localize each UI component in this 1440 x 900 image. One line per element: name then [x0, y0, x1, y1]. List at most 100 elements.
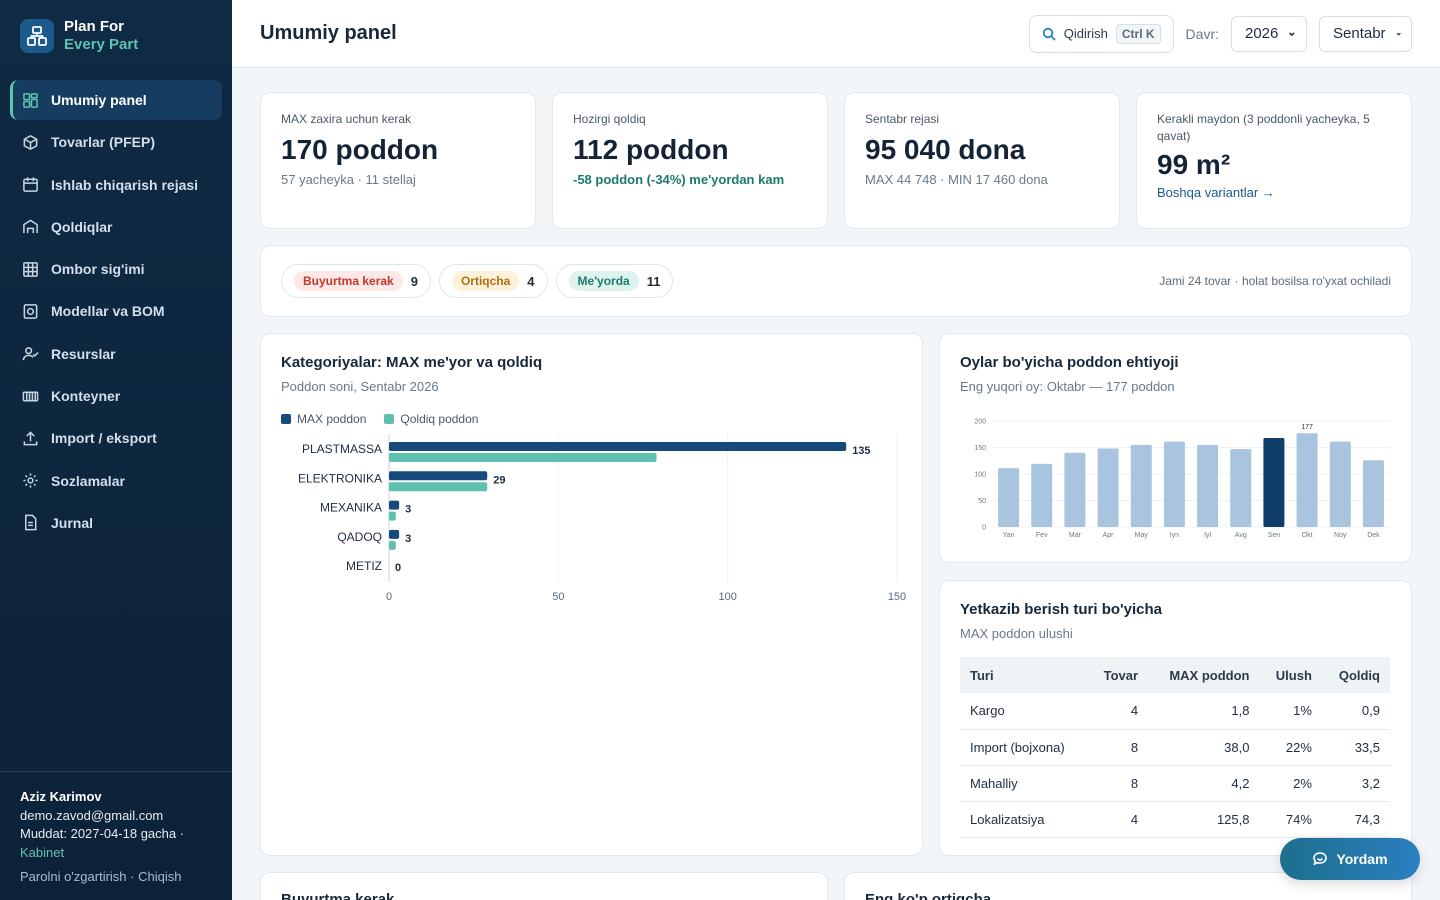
table-row[interactable]: Lokalizatsiya 4 125,8 74% 74,3 — [960, 801, 1390, 838]
status-pill-normal[interactable]: Me'yorda 11 — [555, 264, 674, 298]
column-header[interactable]: Tovar — [1087, 657, 1149, 693]
table-row[interactable]: Import (bojxona) 8 38,0 22% 33,5 — [960, 729, 1390, 766]
sidebar-item-ombor-sigimi[interactable]: Ombor sig'imi — [10, 249, 222, 289]
sidebar: Plan For Every Part Umumiy panel Tovarla… — [0, 0, 232, 900]
chat-icon — [1313, 852, 1328, 866]
column-header[interactable]: MAX poddon — [1148, 657, 1260, 693]
stat-sub: -58 poddon (-34%) me'yordan kam — [573, 172, 785, 187]
stat-label: Sentabr rejasi — [865, 112, 940, 126]
stat-card-plan[interactable]: Sentabr rejasi 95 040 dona MAX 44 748 · … — [844, 92, 1120, 229]
legend-item-max: MAX poddon — [281, 412, 366, 426]
search-shortcut: Ctrl K — [1115, 23, 1161, 44]
stat-card-current[interactable]: Hozirgi qoldiq 112 poddon -58 poddon (-3… — [552, 92, 828, 229]
delivery-table: Turi Tovar MAX poddon Ulush Qoldiq Kargo… — [960, 657, 1390, 838]
table-subtitle: MAX poddon ulushi — [960, 626, 1073, 641]
dashboard-icon — [23, 92, 38, 108]
logout-link[interactable]: Chiqish — [138, 869, 182, 884]
stat-label: MAX zaxira uchun kerak — [281, 112, 412, 126]
table-cell: 1% — [1259, 693, 1322, 730]
table-cell: Kargo — [960, 693, 1088, 730]
table-cell: 4 — [1087, 801, 1149, 838]
sidebar-item-import-eksport[interactable]: Import / eksport — [10, 418, 222, 458]
month-bar — [1263, 437, 1285, 527]
delivery-table-card: Yetkazib berish turi bo'yicha MAX poddon… — [939, 580, 1412, 856]
brand-name: Plan For Every Part — [64, 18, 138, 54]
y-tick-label: 100 — [974, 472, 986, 479]
sidebar-item-label: Tovarlar (PFEP) — [51, 134, 155, 151]
status-filter-bar: Buyurtma kerak 9 Ortiqcha 4 Me'yorda 11 … — [260, 245, 1412, 317]
upload-icon — [23, 431, 38, 446]
help-label: Yordam — [1336, 851, 1388, 867]
table-row[interactable]: Kargo 4 1,8 1% 0,9 — [960, 693, 1390, 730]
cabinet-link[interactable]: Kabinet — [20, 844, 65, 860]
period-label: Davr: — [1185, 25, 1219, 42]
month-bar — [1031, 463, 1053, 527]
data-label: 3 — [405, 504, 411, 516]
stat-value: 99 m² — [1157, 149, 1231, 180]
x-tick-label: Yan — [1003, 532, 1015, 539]
sidebar-item-sozlamalar[interactable]: Sozlamalar — [10, 461, 222, 501]
column-header[interactable]: Turi — [960, 657, 1088, 693]
x-tick-label: Iyn — [1170, 532, 1179, 539]
month-bar — [1097, 448, 1119, 527]
category-bar-chart: 0 50 100 150 PLASTMASSA 135 ELEKTRONIKA 29 MEXAN… — [298, 434, 906, 603]
category-label: METIZ — [346, 559, 382, 573]
legend-swatch — [281, 414, 291, 424]
x-tick-label: 150 — [888, 591, 906, 603]
x-tick-label: Mar — [1069, 532, 1082, 539]
x-tick-label: 100 — [718, 591, 736, 603]
sidebar-item-ishlab-chiqarish[interactable]: Ishlab chiqarish rejasi — [10, 165, 222, 205]
month-bar — [1230, 449, 1252, 527]
status-count: 4 — [527, 273, 535, 289]
other-variants-link[interactable]: Boshqa variantlar → — [1157, 185, 1275, 200]
stat-card-area[interactable]: Kerakli maydon (3 poddonli yacheyka, 5 q… — [1136, 92, 1412, 229]
status-count: 9 — [410, 273, 418, 289]
stat-card-max[interactable]: MAX zaxira uchun kerak 170 poddon 57 yac… — [260, 92, 536, 229]
table-cell: 74% — [1259, 801, 1322, 838]
calendar-icon — [23, 177, 38, 192]
column-header[interactable]: Ulush — [1259, 657, 1322, 693]
grid-icon — [23, 261, 38, 277]
chart-legend: MAX poddon Qoldiq poddon — [281, 412, 902, 426]
data-label: 177 — [1301, 424, 1313, 431]
status-pill-excess[interactable]: Ortiqcha 4 — [438, 264, 548, 298]
sidebar-item-jurnal[interactable]: Jurnal — [10, 503, 222, 543]
sidebar-item-konteyner[interactable]: Konteyner — [10, 376, 222, 416]
x-tick-label: Okt — [1302, 532, 1313, 539]
bar-stock — [389, 511, 396, 521]
sidebar-item-modellar-bom[interactable]: Modellar va BOM — [10, 291, 222, 331]
sidebar-item-tovarlar[interactable]: Tovarlar (PFEP) — [10, 122, 222, 162]
month-bar — [1296, 433, 1318, 527]
monthly-bar-chart: 0 50 100 150 200 Yan Fev Mar Apr May Iyn Iyl Avg Sen O… — [974, 419, 1390, 539]
brand-line2: Every Part — [64, 36, 139, 53]
data-label: 3 — [405, 533, 411, 545]
chart-subtitle: Poddon soni, Sentabr 2026 — [281, 379, 439, 394]
help-button[interactable]: Yordam — [1280, 838, 1420, 880]
brand[interactable]: Plan For Every Part — [0, 0, 232, 72]
box-icon — [23, 134, 38, 150]
change-password-link[interactable]: Parolni o'zgartirish — [20, 869, 127, 884]
chevron-down-icon — [1289, 31, 1296, 36]
status-count: 11 — [646, 273, 661, 289]
stat-value: 170 poddon — [281, 134, 439, 165]
table-row[interactable]: Mahalliy 8 4,2 2% 3,2 — [960, 765, 1390, 802]
legend-item-stock: Qoldiq poddon — [384, 412, 478, 426]
table-header-row: Turi Tovar MAX poddon Ulush Qoldiq — [960, 657, 1390, 693]
sidebar-item-qoldiqlar[interactable]: Qoldiqlar — [10, 207, 222, 247]
chart-title: Oylar bo'yicha poddon ehtiyoji — [960, 354, 1179, 371]
bar-stock — [389, 540, 396, 550]
stat-label: Hozirgi qoldiq — [573, 112, 646, 126]
sidebar-item-resurslar[interactable]: Resurslar — [10, 334, 222, 374]
search-button[interactable]: Qidirish Ctrl K — [1028, 14, 1174, 53]
sidebar-item-umumiy-panel[interactable]: Umumiy panel — [10, 80, 222, 120]
chart-title: Kategoriyalar: MAX me'yor va qoldiq — [281, 354, 543, 371]
status-pill-order[interactable]: Buyurtma kerak 9 — [281, 264, 431, 298]
table-cell: 1,8 — [1148, 693, 1260, 730]
legend-label: MAX poddon — [297, 412, 367, 426]
year-select[interactable]: 2026 — [1231, 15, 1307, 52]
month-select[interactable]: Sentabr — [1319, 15, 1412, 52]
column-header[interactable]: Qoldiq — [1321, 657, 1390, 693]
status-tag: Me'yorda — [568, 271, 639, 291]
bar-stock — [389, 453, 657, 462]
bar-stock — [389, 482, 488, 492]
